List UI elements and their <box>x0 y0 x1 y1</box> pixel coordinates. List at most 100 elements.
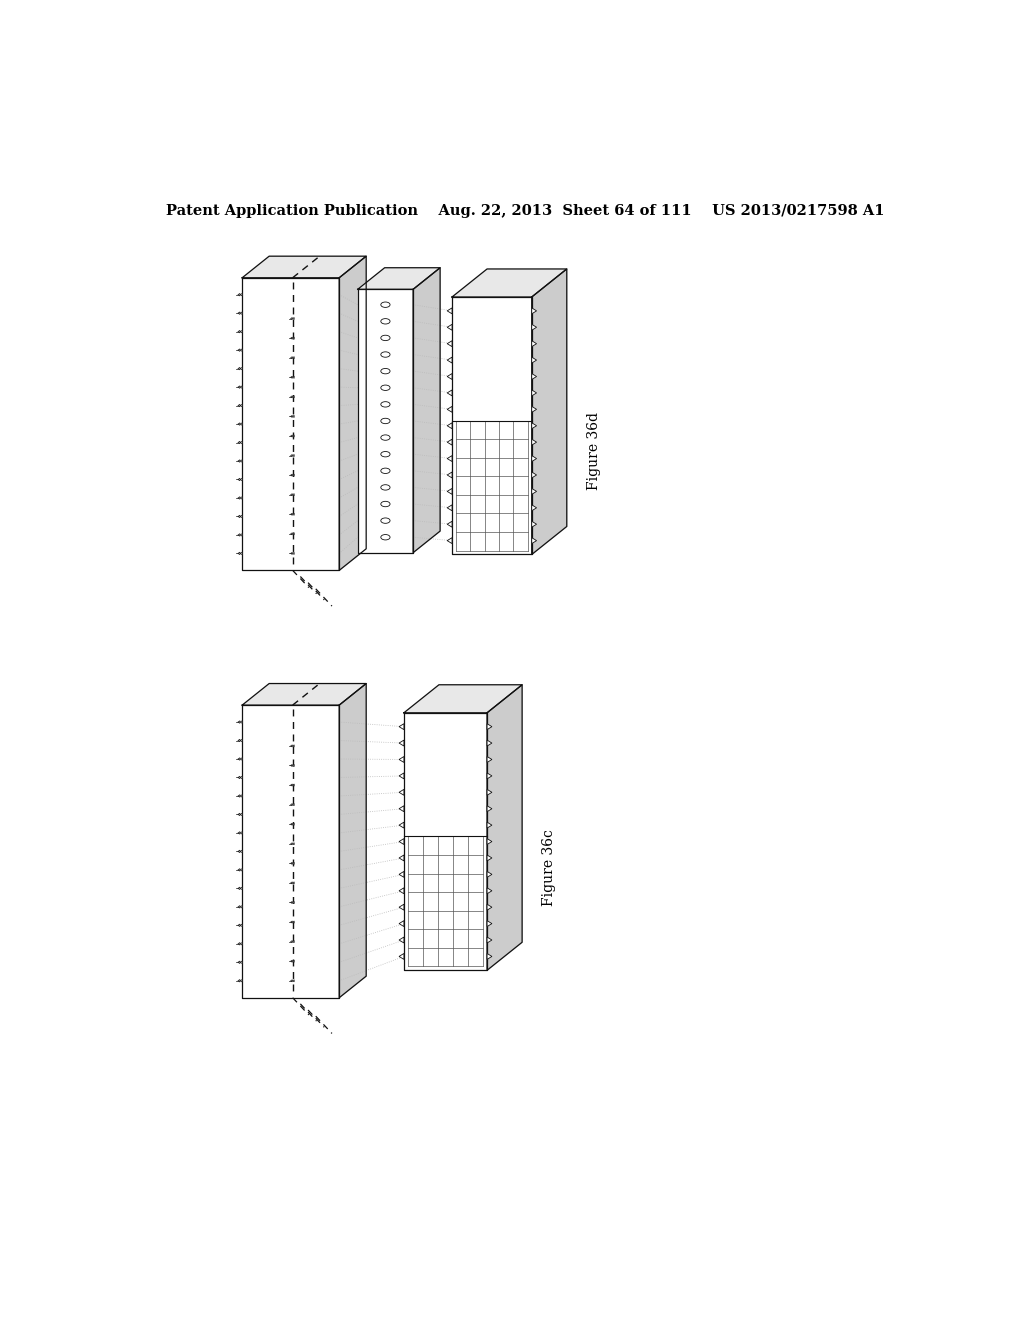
Polygon shape <box>487 888 492 894</box>
Polygon shape <box>293 804 294 805</box>
Polygon shape <box>447 537 452 544</box>
Polygon shape <box>238 906 240 908</box>
Polygon shape <box>531 325 537 330</box>
Polygon shape <box>238 385 240 388</box>
Polygon shape <box>241 441 243 444</box>
Polygon shape <box>399 723 403 730</box>
Polygon shape <box>293 513 294 515</box>
Polygon shape <box>238 404 240 407</box>
Polygon shape <box>291 552 292 554</box>
Polygon shape <box>531 269 566 554</box>
Polygon shape <box>293 494 294 496</box>
Polygon shape <box>447 308 452 314</box>
Polygon shape <box>238 961 240 964</box>
Polygon shape <box>291 356 292 359</box>
Polygon shape <box>238 795 240 797</box>
Polygon shape <box>238 459 240 462</box>
Polygon shape <box>238 739 240 742</box>
Polygon shape <box>291 513 292 515</box>
Polygon shape <box>241 348 243 351</box>
Polygon shape <box>399 953 403 960</box>
Polygon shape <box>447 389 452 396</box>
Polygon shape <box>531 440 537 445</box>
Polygon shape <box>399 774 403 779</box>
Polygon shape <box>399 741 403 746</box>
Polygon shape <box>452 269 566 297</box>
Polygon shape <box>487 855 492 861</box>
Ellipse shape <box>381 502 390 507</box>
Polygon shape <box>447 374 452 379</box>
Polygon shape <box>487 937 492 942</box>
Polygon shape <box>291 494 292 496</box>
Polygon shape <box>447 341 452 347</box>
Ellipse shape <box>381 484 390 490</box>
Polygon shape <box>238 330 240 333</box>
Polygon shape <box>413 268 440 553</box>
Polygon shape <box>238 348 240 351</box>
Ellipse shape <box>381 517 390 523</box>
Polygon shape <box>241 312 243 314</box>
Polygon shape <box>293 764 294 767</box>
Polygon shape <box>293 318 294 319</box>
Polygon shape <box>452 297 531 554</box>
Polygon shape <box>241 795 243 797</box>
Polygon shape <box>238 515 240 517</box>
Polygon shape <box>241 459 243 462</box>
Polygon shape <box>531 308 537 314</box>
Polygon shape <box>291 337 292 339</box>
Polygon shape <box>447 488 452 495</box>
Polygon shape <box>238 979 240 982</box>
Polygon shape <box>447 422 452 429</box>
Text: Figure 36c: Figure 36c <box>542 829 556 906</box>
Polygon shape <box>291 434 292 437</box>
Polygon shape <box>487 741 492 746</box>
Polygon shape <box>293 882 294 884</box>
Polygon shape <box>291 804 292 805</box>
Polygon shape <box>487 920 492 927</box>
Polygon shape <box>291 474 292 477</box>
Polygon shape <box>399 888 403 894</box>
Polygon shape <box>293 454 294 457</box>
Polygon shape <box>238 758 240 760</box>
Polygon shape <box>238 293 240 296</box>
Polygon shape <box>238 850 240 853</box>
Polygon shape <box>447 358 452 363</box>
Polygon shape <box>238 776 240 779</box>
Polygon shape <box>243 277 339 570</box>
Polygon shape <box>531 488 537 495</box>
Polygon shape <box>487 822 492 828</box>
Polygon shape <box>241 404 243 407</box>
Polygon shape <box>531 374 537 379</box>
Polygon shape <box>291 764 292 767</box>
Polygon shape <box>399 937 403 942</box>
Polygon shape <box>238 441 240 444</box>
Polygon shape <box>293 941 294 942</box>
Polygon shape <box>339 684 367 998</box>
Polygon shape <box>238 813 240 816</box>
Polygon shape <box>293 474 294 477</box>
Polygon shape <box>447 504 452 511</box>
Polygon shape <box>291 882 292 884</box>
Polygon shape <box>399 805 403 812</box>
Polygon shape <box>487 789 492 795</box>
Polygon shape <box>241 496 243 499</box>
Ellipse shape <box>381 335 390 341</box>
Polygon shape <box>241 979 243 982</box>
Polygon shape <box>238 887 240 890</box>
Polygon shape <box>531 422 537 429</box>
Polygon shape <box>238 869 240 871</box>
Polygon shape <box>487 756 492 763</box>
Polygon shape <box>399 789 403 795</box>
Text: Figure 36d: Figure 36d <box>587 412 601 491</box>
Polygon shape <box>531 537 537 544</box>
Polygon shape <box>241 961 243 964</box>
Polygon shape <box>293 337 294 339</box>
Polygon shape <box>238 312 240 314</box>
Polygon shape <box>293 356 294 359</box>
Polygon shape <box>487 904 492 911</box>
Polygon shape <box>447 455 452 462</box>
Polygon shape <box>293 552 294 554</box>
Polygon shape <box>399 838 403 845</box>
Polygon shape <box>291 744 292 747</box>
Polygon shape <box>531 389 537 396</box>
